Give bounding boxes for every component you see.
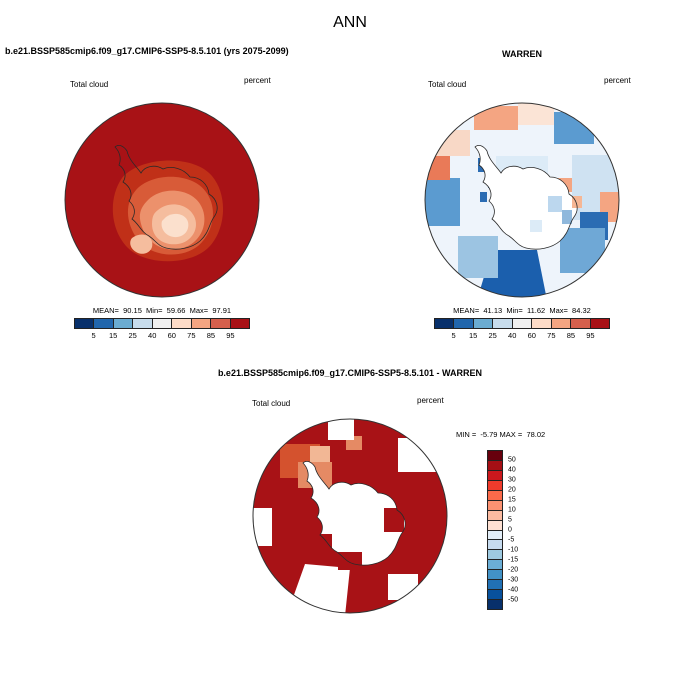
colorbar-segment [230,319,249,328]
colorbar-segment [488,451,502,461]
map-boundary-circle [252,418,448,614]
colorbar-segment [493,319,513,328]
colorbar-tick-label: 75 [547,331,556,340]
model-stats: MEAN= 90.15 Min= 59.66 Max= 97.91 [92,306,232,315]
diff-map [250,416,450,616]
model-colorbar-bar [74,318,250,329]
colorbar-segment [473,319,494,328]
colorbar-segment [512,319,533,328]
colorbar-segment [488,540,502,551]
colorbar-segment [488,510,502,521]
colorbar-segment [191,319,212,328]
colorbar-tick-label: 5 [508,516,512,524]
colorbar-tick-label: 40 [148,331,157,340]
colorbar-segment [172,319,192,328]
colorbar-tick-label: 20 [508,486,516,494]
colorbar-segment [75,319,95,328]
colorbar-tick-label: -15 [508,556,519,564]
colorbar-segment [488,550,502,561]
colorbar-segment [488,520,502,531]
map-boundary-circle [424,102,620,298]
colorbar-segment [488,500,502,511]
colorbar-segment [435,319,455,328]
colorbar-segment [571,319,591,328]
colorbar-tick-label: -5 [508,536,515,544]
colorbar-segment [488,480,502,491]
colorbar-segment [488,580,502,591]
obs-colorbar: 5 15 25 40 60 75 85 95 [434,318,610,340]
colorbar-tick-label: 15 [108,331,118,340]
colorbar-tick-label: 60 [167,331,176,340]
colorbar-tick-label: -40 [508,586,519,594]
diff-colorbar: 50 40 30 20 15 10 5 0 -5 -10 -15 -20 -30 -40 -50 [487,450,518,610]
model-units-label: percent [244,76,271,85]
colorbar-tick-label: 10 [508,506,516,514]
colorbar-tick-label: -30 [508,576,519,584]
colorbar-tick-label: 25 [128,331,137,340]
colorbar-segment [488,570,502,581]
colorbar-segment [488,460,502,471]
colorbar-tick-label: 5 [91,331,96,340]
colorbar-tick-label: 40 [508,466,516,474]
diff-colorbar-bar [487,450,503,610]
colorbar-tick-label: 0 [508,526,512,534]
colorbar-segment [488,490,502,501]
model-panel-header: b.e21.BSSP585cmip6.f09_g17.CMIP6-SSP5-8.… [5,46,289,56]
obs-panel-header: WARREN [502,49,542,59]
model-map-field [65,103,259,297]
colorbar-tick-label: 60 [527,331,536,340]
colorbar-segment [94,319,114,328]
diff-map-field [253,419,447,613]
diff-variable-label: Total cloud [252,399,291,408]
model-variable-label: Total cloud [70,80,109,89]
colorbar-tick-label: 85 [206,331,216,340]
colorbar-tick-label: 15 [508,496,516,504]
colorbar-tick-label: -20 [508,566,519,574]
obs-colorbar-bar [434,318,610,329]
colorbar-tick-label: 95 [586,331,595,340]
obs-map [422,100,622,300]
colorbar-tick-label: 30 [508,476,516,484]
colorbar-tick-label: -10 [508,546,519,554]
diff-colorbar-ticks: 50 40 30 20 15 10 5 0 -5 -10 -15 -20 -30 -40 -50 [508,450,534,610]
obs-map-field [425,103,619,297]
colorbar-segment [133,319,153,328]
colorbar-segment [590,319,609,328]
colorbar-tick-label: 85 [566,331,576,340]
colorbar-segment [454,319,474,328]
colorbar-tick-label: 5 [451,331,456,340]
colorbar-segment [488,600,502,609]
colorbar-segment [488,560,502,571]
diff-minmax: MIN = -5.79 MAX = 78.02 [456,430,546,439]
colorbar-segment [488,530,502,541]
model-map [62,100,262,300]
obs-colorbar-ticks: 5 15 25 40 60 75 85 95 [434,329,610,340]
colorbar-segment [532,319,552,328]
colorbar-tick-label: 95 [226,331,235,340]
colorbar-segment [113,319,134,328]
colorbar-tick-label: -50 [508,596,519,604]
colorbar-tick-label: 50 [508,456,516,464]
map-boundary-circle [64,102,260,298]
colorbar-tick-label: 40 [508,331,517,340]
model-colorbar: 5 15 25 40 60 75 85 95 [74,318,250,340]
colorbar-segment [488,470,502,481]
colorbar-segment [488,590,502,601]
diff-units-label: percent [417,396,444,405]
model-colorbar-ticks: 5 15 25 40 60 75 85 95 [74,329,250,340]
diff-panel-header: b.e21.BSSP585cmip6.f09_g17.CMIP6-SSP5-8.… [217,368,483,378]
colorbar-tick-label: 25 [488,331,497,340]
page-title: ANN [333,14,367,31]
obs-stats: MEAN= 41.13 Min= 11.62 Max= 84.32 [453,306,591,315]
colorbar-tick-label: 15 [468,331,478,340]
colorbar-segment [152,319,173,328]
obs-variable-label: Total cloud [428,80,467,89]
colorbar-segment [551,319,572,328]
colorbar-tick-label: 75 [187,331,196,340]
colorbar-segment [211,319,231,328]
obs-units-label: percent [604,76,631,85]
